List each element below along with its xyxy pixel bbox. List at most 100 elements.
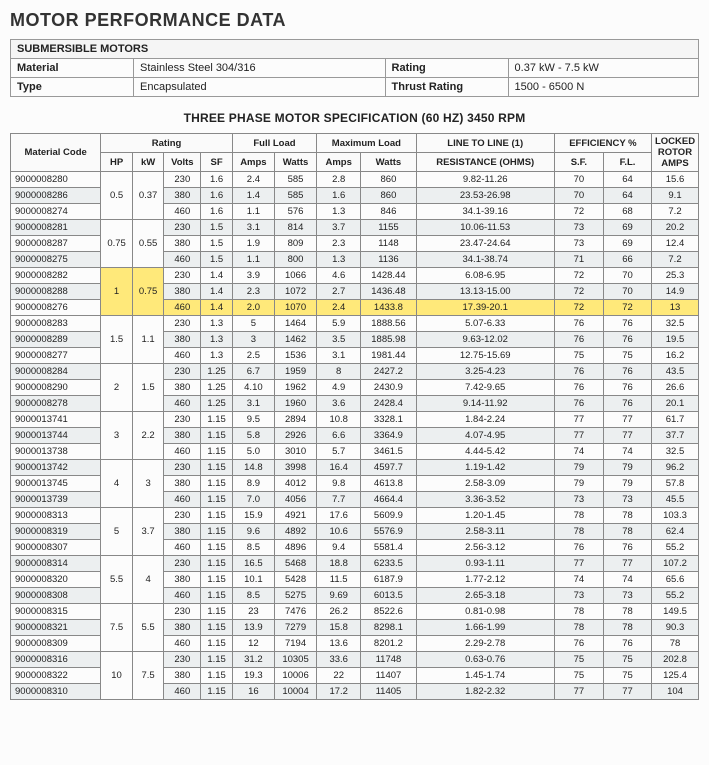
cell-volts: 460	[164, 444, 201, 460]
cell-res: 12.75-15.69	[416, 348, 554, 364]
cell-fl-watts: 3010	[274, 444, 316, 460]
cell-ml-watts: 1981.44	[361, 348, 416, 364]
col-eff-sf: S.F.	[554, 153, 603, 172]
cell-lr: 13	[652, 300, 699, 316]
cell-lr: 78	[652, 636, 699, 652]
cell-volts: 380	[164, 620, 201, 636]
cell-hp: 0.75	[101, 220, 133, 268]
cell-code: 9000013744	[11, 428, 101, 444]
cell-sf: 1.15	[201, 588, 233, 604]
cell-fl-amps: 15.9	[232, 508, 274, 524]
cell-fl-amps: 16.5	[232, 556, 274, 572]
cell-res: 3.25-4.23	[416, 364, 554, 380]
cell-fl-watts: 5428	[274, 572, 316, 588]
col-ml-amps: Amps	[317, 153, 361, 172]
cell-volts: 230	[164, 268, 201, 284]
cell-fl-watts: 2894	[274, 412, 316, 428]
cell-res: 2.65-3.18	[416, 588, 554, 604]
cell-fl-amps: 1.1	[232, 252, 274, 268]
cell-fl-amps: 19.3	[232, 668, 274, 684]
cell-ml-watts: 11407	[361, 668, 416, 684]
cell-res: 2.58-3.09	[416, 476, 554, 492]
cell-code: 9000008308	[11, 588, 101, 604]
table-row: 900000831353.72301.1515.9492117.65609.91…	[11, 508, 699, 524]
cell-ml-amps: 8	[317, 364, 361, 380]
cell-efl: 78	[603, 620, 651, 636]
cell-efl: 78	[603, 508, 651, 524]
cell-volts: 380	[164, 236, 201, 252]
cell-fl-watts: 10006	[274, 668, 316, 684]
cell-sf: 1.15	[201, 572, 233, 588]
cell-lr: 9.1	[652, 188, 699, 204]
col-kw: kW	[132, 153, 164, 172]
cell-esf: 77	[554, 556, 603, 572]
cell-lr: 107.2	[652, 556, 699, 572]
cell-res: 1.66-1.99	[416, 620, 554, 636]
cell-esf: 76	[554, 316, 603, 332]
table-row: 90000082800.50.372301.62.45852.88609.82-…	[11, 172, 699, 188]
cell-sf: 1.15	[201, 460, 233, 476]
cell-hp: 3	[101, 412, 133, 460]
cell-efl: 74	[603, 572, 651, 588]
cell-volts: 460	[164, 204, 201, 220]
cell-esf: 76	[554, 636, 603, 652]
cell-efl: 64	[603, 188, 651, 204]
cell-volts: 380	[164, 380, 201, 396]
cell-fl-amps: 1.9	[232, 236, 274, 252]
cell-ml-amps: 33.6	[317, 652, 361, 668]
cell-ml-watts: 2428.4	[361, 396, 416, 412]
cell-ml-watts: 2430.9	[361, 380, 416, 396]
cell-lr: 20.2	[652, 220, 699, 236]
cell-efl: 64	[603, 172, 651, 188]
cell-efl: 77	[603, 556, 651, 572]
cell-fl-amps: 1.4	[232, 188, 274, 204]
cell-hp: 2	[101, 364, 133, 412]
cell-esf: 70	[554, 188, 603, 204]
cell-volts: 460	[164, 300, 201, 316]
cell-code: 9000008309	[11, 636, 101, 652]
cell-code: 9000008290	[11, 380, 101, 396]
cell-code: 9000013738	[11, 444, 101, 460]
cell-sf: 1.15	[201, 652, 233, 668]
cell-ml-amps: 10.6	[317, 524, 361, 540]
cell-efl: 70	[603, 284, 651, 300]
cell-res: 7.42-9.65	[416, 380, 554, 396]
cell-hp: 7.5	[101, 604, 133, 652]
cell-efl: 79	[603, 460, 651, 476]
cell-esf: 77	[554, 428, 603, 444]
col-line: LINE TO LINE (1)	[416, 134, 554, 153]
info-value: 1500 - 6500 N	[508, 78, 698, 97]
cell-lr: 103.3	[652, 508, 699, 524]
cell-lr: 32.5	[652, 316, 699, 332]
cell-volts: 230	[164, 172, 201, 188]
cell-res: 2.58-3.11	[416, 524, 554, 540]
cell-code: 9000008307	[11, 540, 101, 556]
cell-fl-watts: 809	[274, 236, 316, 252]
cell-fl-amps: 2.0	[232, 300, 274, 316]
cell-ml-amps: 10.8	[317, 412, 361, 428]
cell-fl-watts: 1962	[274, 380, 316, 396]
table-row: 90000082810.750.552301.53.18143.7115510.…	[11, 220, 699, 236]
cell-volts: 230	[164, 508, 201, 524]
cell-lr: 20.1	[652, 396, 699, 412]
cell-fl-watts: 3998	[274, 460, 316, 476]
cell-lr: 16.2	[652, 348, 699, 364]
cell-fl-amps: 12	[232, 636, 274, 652]
cell-sf: 1.15	[201, 444, 233, 460]
cell-sf: 1.15	[201, 412, 233, 428]
cell-efl: 77	[603, 428, 651, 444]
cell-res: 5.07-6.33	[416, 316, 554, 332]
cell-fl-amps: 9.5	[232, 412, 274, 428]
cell-esf: 75	[554, 668, 603, 684]
cell-sf: 1.4	[201, 284, 233, 300]
cell-res: 13.13-15.00	[416, 284, 554, 300]
cell-volts: 460	[164, 588, 201, 604]
cell-efl: 76	[603, 396, 651, 412]
cell-esf: 76	[554, 396, 603, 412]
cell-efl: 76	[603, 636, 651, 652]
cell-ml-watts: 1428.44	[361, 268, 416, 284]
cell-ml-amps: 9.69	[317, 588, 361, 604]
cell-code: 9000008275	[11, 252, 101, 268]
cell-volts: 380	[164, 524, 201, 540]
cell-kw: 3.7	[132, 508, 164, 556]
